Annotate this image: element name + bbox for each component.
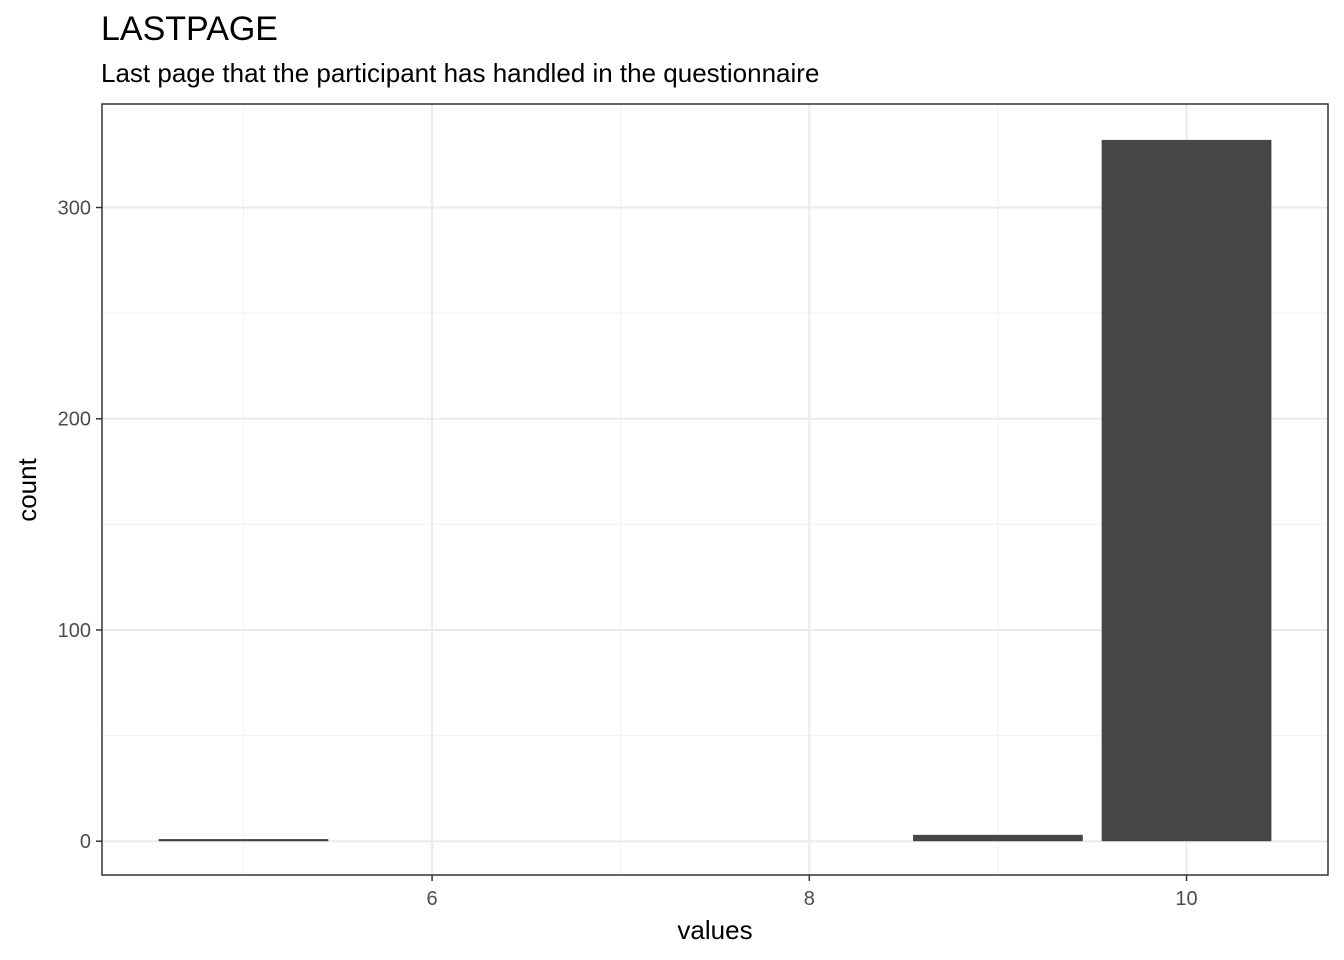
x-tick-label: 6 bbox=[427, 888, 438, 910]
y-tick-label: 100 bbox=[58, 620, 91, 642]
y-tick-label: 300 bbox=[58, 198, 91, 220]
x-tick-label: 8 bbox=[804, 888, 815, 910]
histogram-bar bbox=[1101, 139, 1272, 842]
y-axis: 0 100 200 300 bbox=[58, 198, 102, 853]
chart-title: LASTPAGE bbox=[101, 10, 278, 48]
x-axis-title: values bbox=[677, 915, 752, 945]
y-axis-title: count bbox=[12, 457, 42, 521]
x-tick-label: 10 bbox=[1175, 888, 1197, 910]
y-tick-label: 0 bbox=[80, 831, 91, 853]
y-tick-label: 200 bbox=[58, 409, 91, 431]
x-axis: 6 8 10 bbox=[427, 875, 1198, 910]
histogram-bar bbox=[158, 839, 329, 842]
panel-border bbox=[101, 103, 1329, 876]
histogram-bars bbox=[158, 139, 1272, 842]
chart-subtitle: Last page that the participant has handl… bbox=[101, 58, 819, 88]
histogram-bar bbox=[913, 834, 1083, 842]
